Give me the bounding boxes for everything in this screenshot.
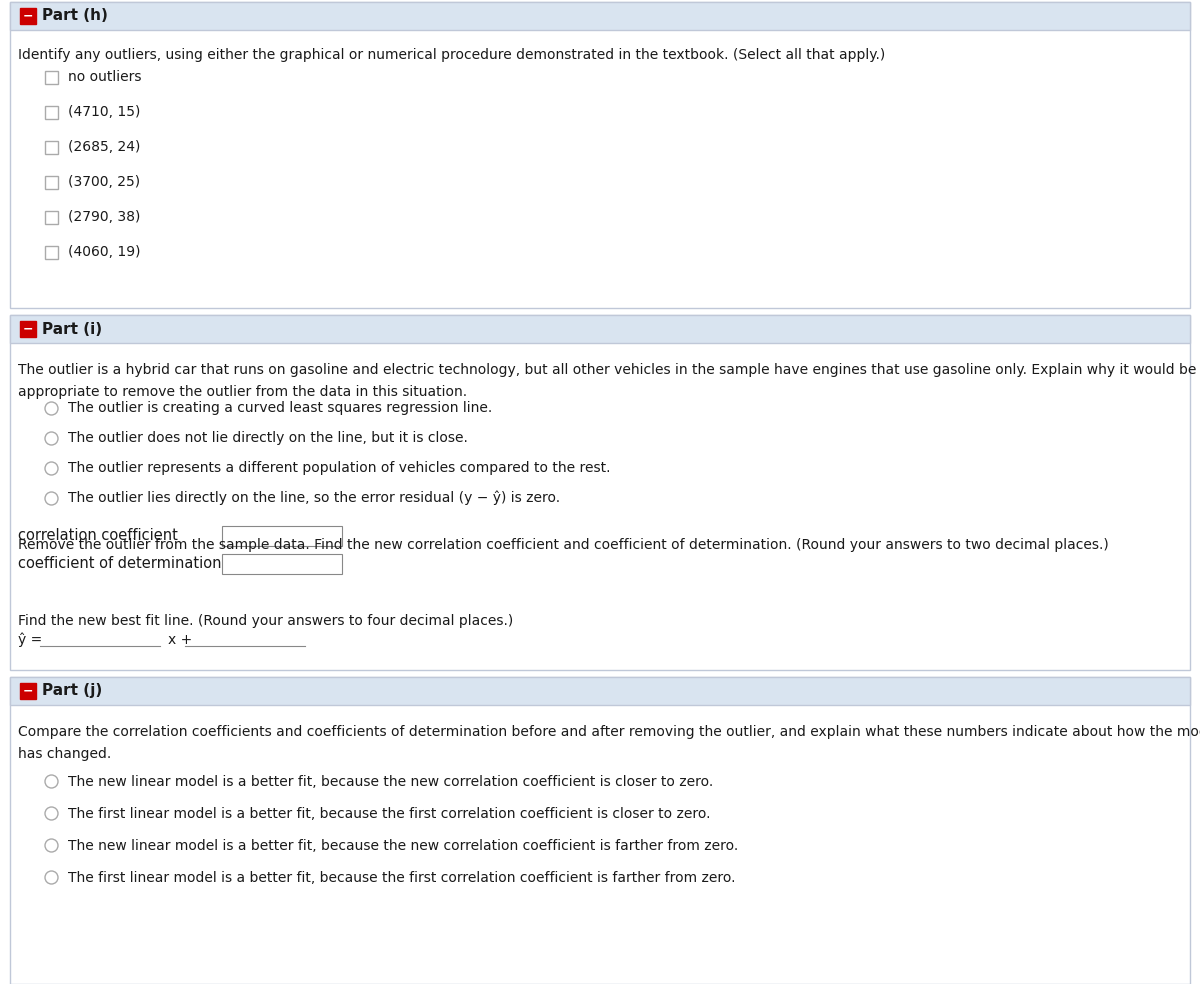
Bar [46,106,58,119]
Text: The new linear model is a better fit, because the new correlation coefficient is: The new linear model is a better fit, be… [68,839,738,853]
Bar [20,683,36,699]
Text: −: − [23,10,34,23]
Text: Compare the correlation coefficients and coefficients of determination before an: Compare the correlation coefficients and… [18,725,1200,739]
Text: The outlier lies directly on the line, so the error residual (y − ŷ) is zero.: The outlier lies directly on the line, s… [68,491,560,505]
Text: (2790, 38): (2790, 38) [68,210,140,224]
Text: Part (h): Part (h) [42,9,108,24]
Text: coefficient of determination: coefficient of determination [18,557,222,572]
Bar [46,71,58,84]
Text: (2685, 24): (2685, 24) [68,140,140,154]
Text: (4710, 15): (4710, 15) [68,105,140,119]
Bar [222,526,342,546]
Bar [20,321,36,337]
Text: The outlier is a hybrid car that runs on gasoline and electric technology, but a: The outlier is a hybrid car that runs on… [18,363,1196,377]
Bar [10,315,1190,670]
Text: Part (j): Part (j) [42,684,102,699]
Bar [222,554,342,574]
Bar [10,2,1190,30]
Text: x +: x + [168,633,192,647]
Bar [10,2,1190,308]
Text: −: − [23,323,34,336]
Text: correlation coefficient: correlation coefficient [18,528,178,543]
Text: The outlier is creating a curved least squares regression line.: The outlier is creating a curved least s… [68,401,492,415]
Text: Find the new best fit line. (Round your answers to four decimal places.): Find the new best fit line. (Round your … [18,614,514,628]
Bar [10,677,1190,705]
Text: (3700, 25): (3700, 25) [68,175,140,189]
Text: appropriate to remove the outlier from the data in this situation.: appropriate to remove the outlier from t… [18,385,467,399]
Text: The new linear model is a better fit, because the new correlation coefficient is: The new linear model is a better fit, be… [68,775,713,789]
Text: Part (i): Part (i) [42,322,102,337]
Text: (4060, 19): (4060, 19) [68,245,140,259]
Bar [20,8,36,24]
Text: Remove the outlier from the sample data. Find the new correlation coefficient an: Remove the outlier from the sample data.… [18,538,1109,552]
Bar [46,176,58,189]
Bar [46,211,58,224]
Text: The outlier does not lie directly on the line, but it is close.: The outlier does not lie directly on the… [68,431,468,445]
Bar [10,315,1190,343]
Bar [46,141,58,154]
Text: The first linear model is a better fit, because the first correlation coefficien: The first linear model is a better fit, … [68,807,710,821]
Text: has changed.: has changed. [18,747,112,761]
Text: Identify any outliers, using either the graphical or numerical procedure demonst: Identify any outliers, using either the … [18,48,886,62]
Text: The first linear model is a better fit, because the first correlation coefficien: The first linear model is a better fit, … [68,871,736,885]
Bar [10,677,1190,984]
Text: −: − [23,685,34,698]
Text: ŷ =: ŷ = [18,633,42,647]
Bar [46,246,58,259]
Text: The outlier represents a different population of vehicles compared to the rest.: The outlier represents a different popul… [68,461,611,475]
Text: no outliers: no outliers [68,70,142,84]
